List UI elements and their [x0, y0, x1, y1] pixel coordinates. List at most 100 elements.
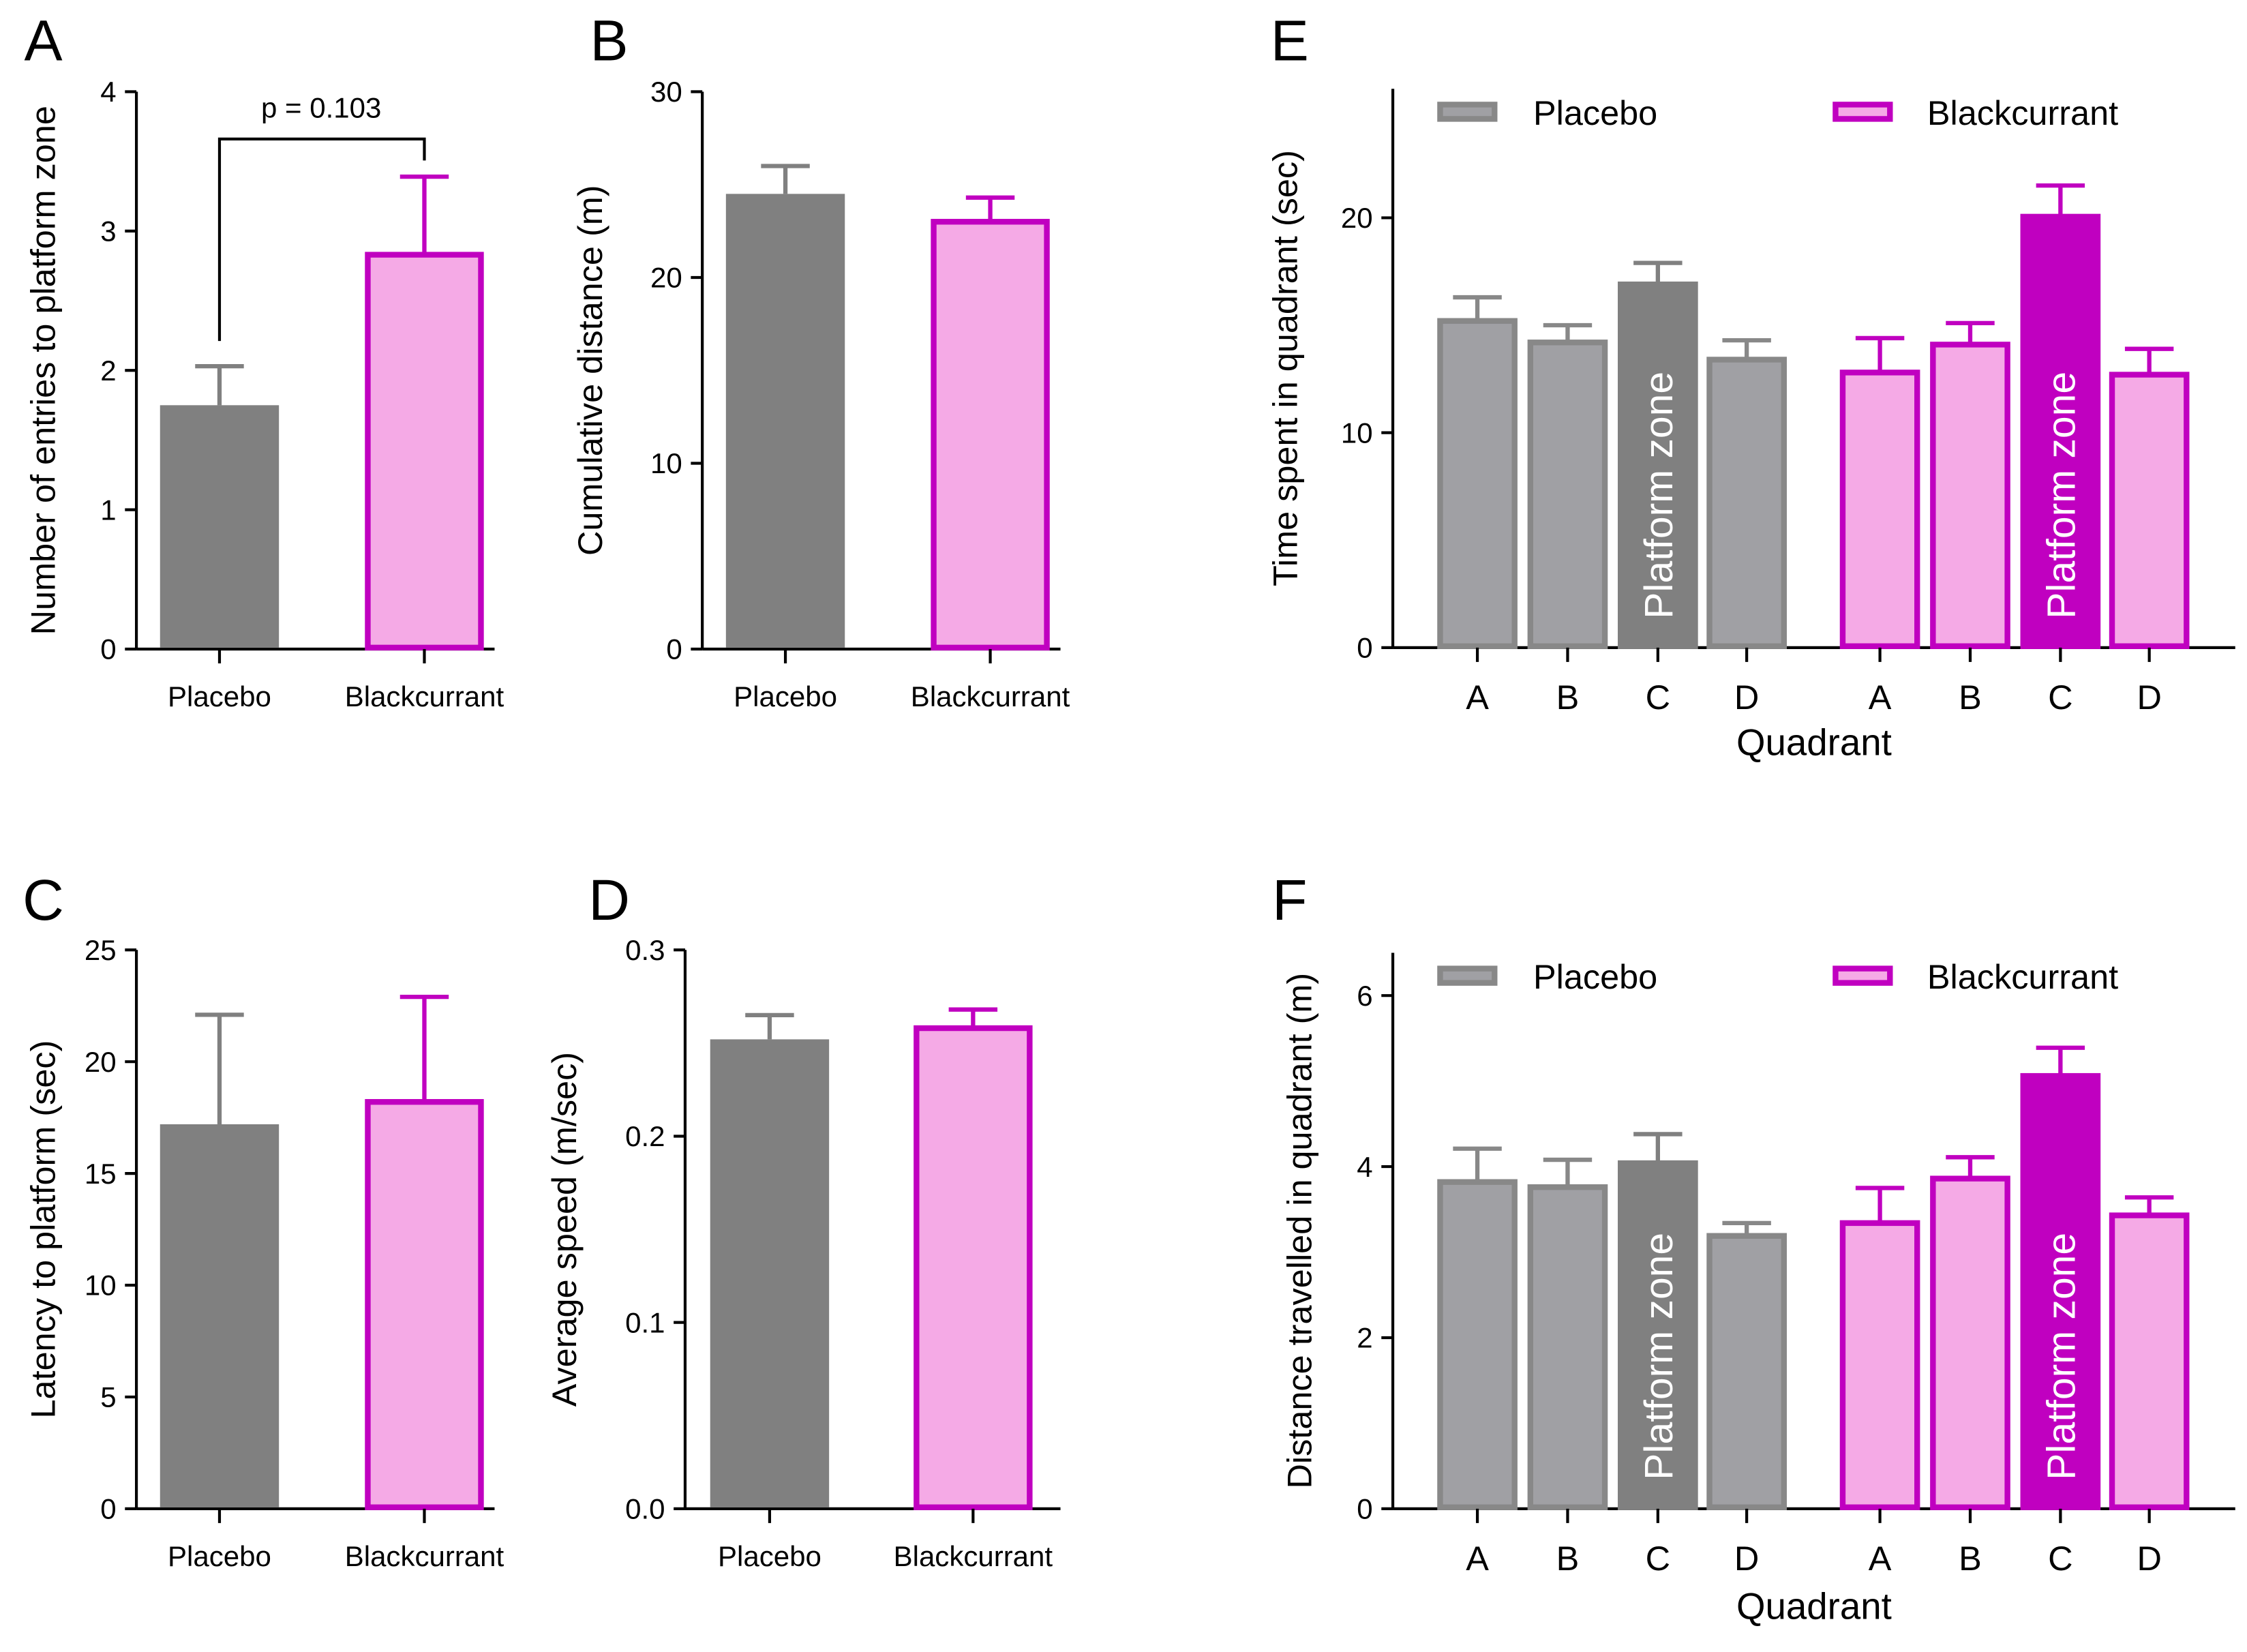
y-tick-label: 0: [100, 1493, 116, 1525]
y-axis-label: Latency to platform (sec): [23, 1040, 62, 1419]
bar-placebo: [710, 1039, 830, 1507]
x-tick-label: B: [1556, 678, 1580, 717]
legend-label: Blackcurrant: [1927, 93, 2118, 132]
x-tick-label: C: [2048, 1539, 2072, 1578]
y-tick-label: 20: [650, 262, 682, 294]
bar-blackcurrant: [365, 1098, 484, 1510]
y-tick-label: 0: [1357, 632, 1372, 664]
bar-placebo-B: [1527, 1184, 1608, 1510]
panel-letter: E: [1271, 8, 1309, 72]
legend-swatch-placebo: [1437, 965, 1498, 986]
y-tick-label: 10: [1341, 417, 1373, 449]
bar-placebo: [725, 194, 845, 648]
panel-E: E 0 10 20 Time spent in quadrant (sec) A B Plat…: [1265, 8, 2235, 763]
bar-placebo-D: [1706, 357, 1787, 649]
bar-blackcurrant: [914, 1025, 1033, 1510]
bar-blackcurrant-C: [2020, 213, 2101, 649]
x-tick-label: A: [1466, 1539, 1489, 1578]
y-tick-label: 15: [85, 1158, 117, 1190]
bar-placebo-C: [1618, 281, 1698, 649]
legend-label: Placebo: [1533, 957, 1657, 996]
legend-label: Placebo: [1533, 93, 1657, 132]
bar-blackcurrant-B: [1930, 1175, 2010, 1510]
panel-F: F 0 2 4 6 Distance travelled in quadrant (m) A…: [1272, 868, 2235, 1627]
x-tick-label: D: [2137, 1539, 2161, 1578]
x-tick-label: Blackcurrant: [911, 680, 1070, 712]
panel-C: C 0 5 10 15 20 25 Latency to platform (sec) Plac…: [22, 868, 504, 1572]
y-tick-label: 0.2: [625, 1120, 665, 1152]
y-tick-label: 1: [100, 494, 116, 526]
x-tick-label: D: [1734, 678, 1759, 717]
significance-bracket: [217, 137, 426, 342]
x-tick-label: A: [1869, 1539, 1892, 1578]
legend-label: Blackcurrant: [1927, 957, 2118, 996]
bar-placebo-B: [1527, 340, 1608, 649]
x-tick-label: B: [1959, 1539, 1982, 1578]
panel-D: D 0.0 0.1 0.2 0.3 Average speed (m/sec) Placeb…: [545, 868, 1061, 1572]
x-tick-label: C: [2048, 678, 2072, 717]
y-tick-label: 30: [650, 76, 682, 108]
bar-blackcurrant-C: [2020, 1072, 2101, 1510]
y-tick-label: 0.0: [625, 1493, 665, 1525]
y-tick-label: 20: [1341, 202, 1373, 234]
panel-A: A 0 1 2 3 4 Number of entries to platform zone…: [23, 8, 504, 712]
x-tick-label: Placebo: [718, 1540, 821, 1572]
y-tick-label: 2: [100, 355, 116, 387]
p-value-label: p = 0.103: [261, 91, 381, 123]
panel-B: B 0 10 20 30 Cumulative distance (m) Placebo Bl…: [571, 8, 1070, 712]
x-tick-label: D: [1734, 1539, 1759, 1578]
x-tick-label: A: [1869, 678, 1892, 717]
legend-swatch-placebo: [1437, 102, 1498, 122]
x-axis-label: Quadrant: [1736, 721, 1892, 763]
x-axis-label: Quadrant: [1736, 1586, 1892, 1627]
y-tick-label: 5: [100, 1381, 116, 1413]
x-tick-label: C: [1646, 1539, 1670, 1578]
y-tick-label: 20: [85, 1046, 117, 1078]
panel-letter: C: [22, 868, 64, 932]
bar-blackcurrant-D: [2109, 1212, 2190, 1510]
x-tick-label: D: [2137, 678, 2161, 717]
y-tick-label: 10: [85, 1270, 117, 1302]
bar-placebo-A: [1437, 1179, 1518, 1510]
y-tick-label: 10: [650, 447, 682, 479]
platform-zone-label: Platform zone: [2039, 372, 2083, 619]
platform-zone-label: Platform zone: [1637, 1233, 1681, 1480]
platform-zone-label: Platform zone: [1637, 372, 1681, 619]
legend-swatch-blackcurrant: [1833, 102, 1893, 122]
x-tick-label: Blackcurrant: [894, 1540, 1053, 1572]
panel-letter: D: [588, 868, 630, 932]
bar-blackcurrant-D: [2109, 372, 2190, 649]
y-tick-label: 0: [1357, 1493, 1372, 1525]
panel-letter: F: [1272, 868, 1307, 932]
y-axis-label: Number of entries to platform zone: [23, 106, 62, 635]
y-axis-label: Average speed (m/sec): [545, 1052, 584, 1407]
y-tick-label: 0.3: [625, 934, 665, 966]
x-tick-label: Placebo: [168, 680, 271, 712]
bar-placebo-A: [1437, 318, 1518, 649]
x-tick-label: Placebo: [168, 1540, 271, 1572]
y-tick-label: 0: [666, 633, 682, 665]
bar-blackcurrant-B: [1930, 342, 2010, 649]
platform-zone-label: Platform zone: [2039, 1233, 2083, 1480]
x-tick-label: Blackcurrant: [345, 1540, 504, 1572]
bar-blackcurrant-A: [1839, 1220, 1920, 1510]
y-axis-label: Cumulative distance (m): [571, 185, 609, 556]
bar-placebo-D: [1706, 1233, 1787, 1510]
y-tick-label: 4: [100, 76, 116, 108]
bar-placebo: [160, 1124, 280, 1507]
bar-blackcurrant: [365, 252, 484, 651]
bar-placebo-C: [1618, 1160, 1698, 1510]
x-tick-label: A: [1466, 678, 1489, 717]
y-tick-label: 25: [85, 934, 117, 966]
y-tick-label: 0: [100, 633, 116, 665]
bar-placebo: [160, 405, 280, 648]
bar-blackcurrant: [931, 219, 1050, 651]
x-tick-label: B: [1959, 678, 1982, 717]
y-axis-label: Time spent in quadrant (sec): [1265, 150, 1304, 586]
x-tick-label: Placebo: [734, 680, 837, 712]
y-tick-label: 4: [1357, 1151, 1372, 1183]
y-tick-label: 2: [1357, 1322, 1372, 1354]
x-tick-label: C: [1646, 678, 1670, 717]
x-tick-label: B: [1556, 1539, 1580, 1578]
